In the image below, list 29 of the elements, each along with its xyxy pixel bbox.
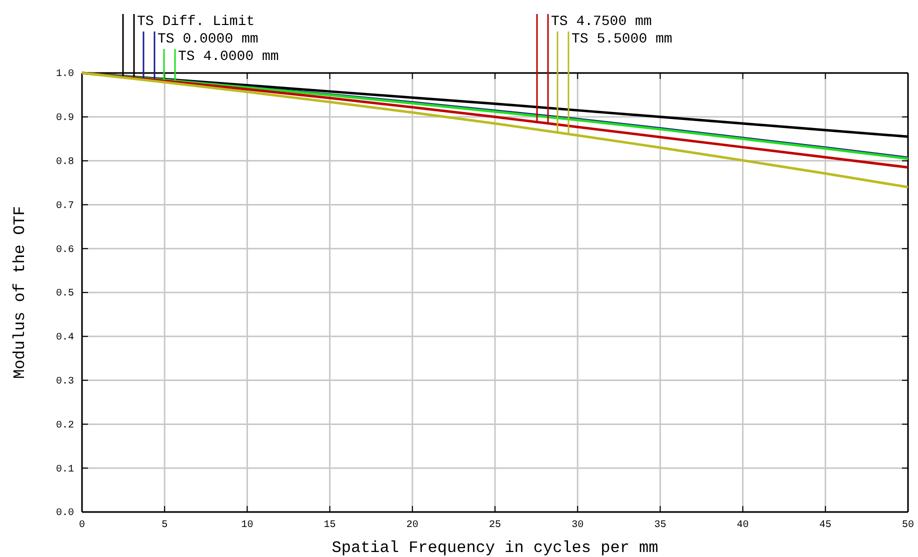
- y-tick-label: 0.8: [56, 157, 74, 168]
- x-tick-label: 15: [324, 520, 336, 532]
- y-tick-label: 0.7: [56, 200, 74, 212]
- legend-label: TS 4.0000 mm: [178, 49, 279, 65]
- y-tick-label: 0.4: [56, 332, 74, 344]
- y-axis-title: Modulus of the OTF: [11, 206, 29, 379]
- y-tick-label: 0.9: [56, 113, 74, 124]
- text: TS 5.5000 mm: [572, 32, 672, 48]
- x-tick-label: 5: [162, 520, 168, 532]
- y-tick-label: 0.0: [56, 508, 74, 520]
- text: TS 4.7500 mm: [551, 14, 652, 30]
- x-tick-label: 10: [241, 520, 254, 532]
- x-tick-label: 25: [488, 520, 502, 532]
- y-tick-label: 0.2: [56, 420, 74, 432]
- y-tick-label: 0.1: [56, 464, 74, 476]
- x-tick-label: 50: [902, 520, 914, 532]
- y-tick-label: 1.0: [56, 69, 74, 80]
- y-tick-label: 0.3: [56, 376, 74, 388]
- x-tick-label: 45: [819, 520, 832, 532]
- text: TS 0.0000 mm: [158, 32, 258, 48]
- x-tick-label: 40: [736, 520, 749, 532]
- text: TS Diff. Limit: [137, 14, 255, 30]
- x-tick-label: 0: [78, 520, 86, 532]
- x-tick-label: 20: [406, 520, 418, 532]
- y-tick-label: 0.6: [56, 244, 74, 256]
- y-tick-label: 0.5: [56, 288, 74, 300]
- x-tick-label: 30: [572, 520, 584, 532]
- x-tick-label: 35: [654, 520, 666, 532]
- x-axis-title: Spatial Frequency in cycles per mm: [332, 539, 658, 557]
